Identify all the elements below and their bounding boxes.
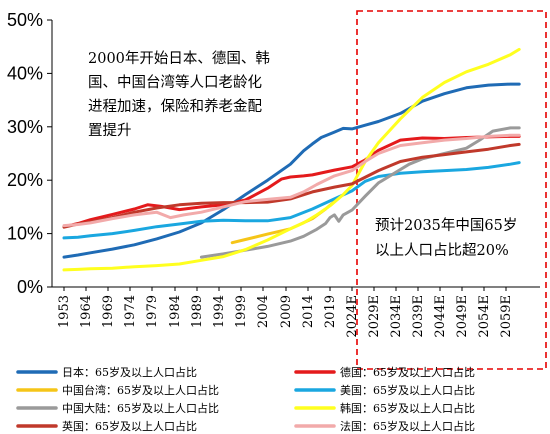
axes: 0% 10% 20% 30% 40% 50% 1953 1964 1969 1974 1979 198… [7,10,540,338]
legend: 日本：65岁及以上人口占比 德国：65岁及以上人口占比中国台湾：65岁及以上人口占… [16,365,475,433]
series-lines [62,47,521,272]
y-tick-label: 30% [7,117,43,137]
x-tick-label: 1974 [123,295,138,328]
x-tick-label: 1984 [168,295,183,328]
y-tick-label: 0% [17,277,43,297]
legend-label: 中国台湾：65岁及以上人口占比 [62,383,219,397]
x-tick-label: 1969 [101,295,116,328]
annotation-left-line-2: 国、中国台湾等人口老龄化 [88,73,262,91]
legend-label: 英国：65岁及以上人口占比 [62,419,197,433]
series-line [62,142,521,229]
annotation-right-line-1: 预计2035年中国65岁 [375,217,517,234]
x-tick-label: 1994 [212,295,227,328]
annotation-left-line-4: 置提升 [88,122,132,139]
legend-label: 美国：65岁及以上人口占比 [340,383,475,397]
y-tick-label: 20% [7,170,43,190]
series-line [199,126,521,259]
x-tick-label: 2029E [367,295,382,338]
series-line [62,82,521,259]
legend-label: 日本：65岁及以上人口占比 [62,365,197,379]
legend-label: 德国：65岁及以上人口占比 [340,365,475,379]
series-line [62,161,521,240]
y-tick-label: 50% [7,10,43,30]
x-tick-label: 2004 [256,295,271,328]
x-tick-label: 2054E [477,295,492,338]
x-tick-label: 1989 [190,295,205,328]
legend-label: 韩国：65岁及以上人口占比 [340,401,475,415]
x-tick-label: 2049E [455,295,470,338]
series-line [62,133,521,228]
x-tick-label: 2014 [301,295,316,328]
forecast-box [356,10,547,370]
annotation-left-line-3: 进程加速，保险和养老金配 [88,98,262,115]
x-tick-label: 2044E [433,295,448,338]
forecast-region [356,10,547,370]
x-tick-label: 1953 [57,295,72,328]
x-tick-label: 2059E [499,295,514,338]
x-tick-label: 1979 [145,295,160,328]
series-line [62,134,521,229]
annotation-left-line-1: 2000年开始日本、德国、韩 [88,50,270,67]
x-tick-label: 2009 [279,295,294,328]
y-tick-label: 10% [7,224,43,244]
annotations: 2000年开始日本、德国、韩 国、中国台湾等人口老龄化 进程加速，保险和养老金配… [88,50,517,259]
x-tick-label: 2039E [411,295,426,338]
x-tick-label: 2034E [389,295,404,338]
x-tick-label: 2019 [323,295,338,328]
x-tick-label: 1999 [234,295,249,328]
y-tick-label: 40% [7,63,43,83]
x-tick-label: 1964 [79,295,94,328]
legend-label: 法国：65岁及以上人口占比 [340,419,475,433]
series-line [62,47,521,272]
annotation-right-line-2: 以上人口占比超20% [375,242,509,259]
legend-label: 中国大陆：65岁及以上人口占比 [62,401,219,415]
x-tick-label: 2024E [345,295,360,338]
